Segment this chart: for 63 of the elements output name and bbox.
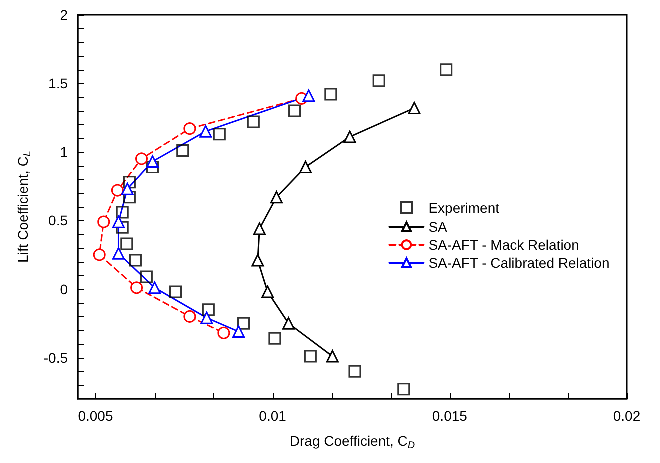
- point: [116, 221, 129, 234]
- legend-label: Experiment: [428, 200, 500, 216]
- point: [111, 184, 124, 197]
- point: [304, 350, 317, 363]
- point: [93, 248, 106, 262]
- point: [120, 238, 134, 250]
- point: [288, 104, 302, 118]
- point: [302, 90, 316, 102]
- point: [247, 116, 260, 128]
- y-tick-label: 0.5: [48, 212, 68, 229]
- y-tick-label: -0.5: [44, 350, 68, 366]
- point: [232, 326, 246, 338]
- point: [440, 64, 453, 76]
- point: [146, 160, 159, 174]
- x-tick-label: 0.005: [78, 408, 114, 424]
- point: [130, 282, 144, 294]
- point: [282, 317, 295, 330]
- point: [299, 160, 312, 174]
- point: [123, 191, 136, 204]
- point: [184, 122, 196, 136]
- y-tick-label: 1: [60, 144, 68, 160]
- point: [202, 304, 215, 316]
- point: [121, 182, 134, 196]
- point: [184, 310, 196, 323]
- point: [112, 247, 125, 260]
- y-tick-label: 1.5: [48, 76, 68, 92]
- point: [262, 286, 274, 298]
- point: [200, 125, 212, 138]
- point: [129, 254, 142, 267]
- point: [136, 152, 148, 166]
- y-axis-title: Lift Coefficient, CL: [14, 151, 34, 263]
- point: [372, 74, 386, 88]
- legend-label: SA: [428, 219, 448, 235]
- point: [324, 88, 338, 101]
- x-tick-label: 0.015: [432, 408, 468, 424]
- point: [270, 191, 283, 204]
- point: [398, 383, 410, 396]
- point: [326, 350, 339, 363]
- point: [253, 222, 266, 236]
- point: [213, 128, 226, 141]
- point: [268, 332, 282, 345]
- y-tick-label: 2: [60, 7, 68, 23]
- point: [348, 365, 362, 378]
- point: [344, 130, 356, 144]
- point: [176, 144, 190, 158]
- point: [116, 206, 129, 219]
- point: [200, 312, 214, 324]
- point: [123, 176, 136, 189]
- point: [140, 270, 153, 284]
- x-tick-label: 0.02: [613, 408, 641, 424]
- point: [112, 216, 125, 228]
- point: [238, 317, 250, 330]
- point: [408, 102, 421, 115]
- point: [252, 254, 264, 267]
- y-tick-label: 0: [60, 281, 68, 298]
- point: [218, 326, 230, 340]
- legend-label: SA-AFT - Calibrated Relation: [428, 255, 610, 271]
- point: [146, 155, 159, 168]
- point: [170, 286, 182, 298]
- legend-label: SA-AFT - Mack Relation: [428, 237, 580, 253]
- point: [148, 282, 162, 294]
- point: [98, 216, 110, 228]
- x-tick-label: 0.01: [259, 408, 287, 424]
